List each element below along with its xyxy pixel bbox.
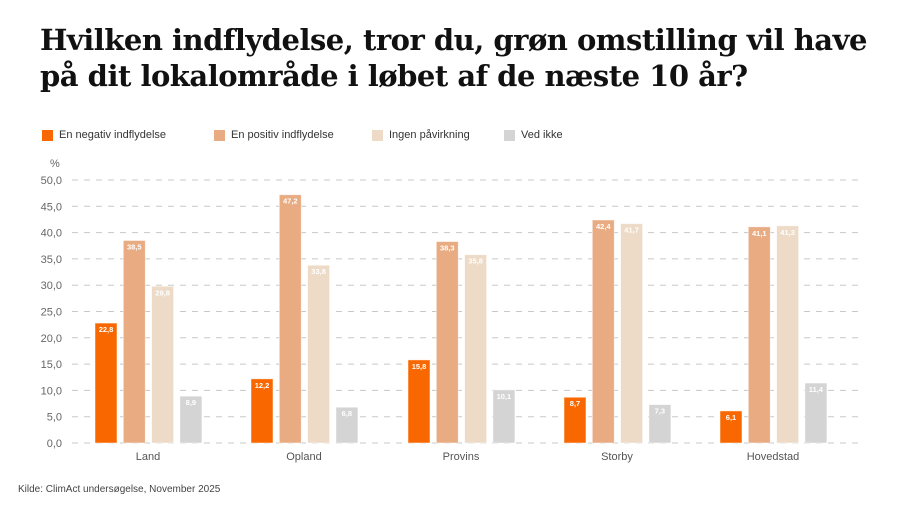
bar: [407, 359, 431, 444]
y-tick-label: 50,0: [41, 175, 62, 187]
legend-item-ved-ikke: Ved ikke: [504, 129, 563, 141]
y-tick-label: 25,0: [41, 307, 62, 319]
bar: [747, 226, 771, 444]
bar: [435, 241, 459, 444]
data-label: 29,8: [155, 288, 170, 297]
y-tick-label: 20,0: [41, 333, 62, 345]
data-label: 7,3: [655, 407, 665, 416]
bar: [563, 396, 587, 444]
chart-title: Hvilken indflydelse, tror du, grøn omsti…: [40, 22, 867, 94]
x-category-label: Storby: [601, 451, 633, 463]
legend-label: Ingen påvirkning: [389, 129, 470, 141]
bar: [620, 223, 643, 444]
source-note: Kilde: ClimAct undersøgelse, November 20…: [18, 484, 221, 495]
data-label: 35,8: [468, 257, 483, 266]
data-label: 41,3: [780, 228, 795, 237]
y-tick-label: 0,0: [47, 438, 62, 450]
title-line-1: Hvilken indflydelse, tror du, grøn omsti…: [40, 23, 867, 57]
bar: [250, 378, 274, 444]
data-label: 10,1: [497, 392, 512, 401]
data-label: 47,2: [283, 197, 298, 206]
y-axis-unit: %: [50, 158, 60, 170]
data-label: 41,7: [624, 226, 639, 235]
legend-item-negativ: En negativ indflydelse: [42, 129, 214, 141]
legend-item-ingen: Ingen påvirkning: [372, 129, 504, 141]
y-tick-label: 10,0: [41, 385, 62, 397]
legend-item-positiv: En positiv indflydelse: [214, 129, 372, 141]
bar: [719, 410, 743, 444]
bar: [278, 194, 302, 444]
bar: [648, 404, 672, 444]
x-category-label: Land: [136, 451, 160, 463]
bar: [122, 240, 146, 444]
data-label: 12,2: [255, 381, 270, 390]
bar: [776, 225, 799, 444]
legend: En negativ indflydelse En positiv indfly…: [42, 129, 563, 141]
legend-swatch: [214, 129, 225, 141]
legend-swatch: [42, 129, 53, 141]
data-label: 8,9: [186, 398, 196, 407]
bar: [151, 285, 175, 444]
data-label: 42,4: [596, 222, 611, 231]
legend-label: En negativ indflydelse: [59, 129, 167, 141]
bar: [94, 322, 118, 444]
legend-swatch: [504, 129, 515, 141]
data-label: 38,3: [440, 244, 455, 253]
bar: [591, 219, 615, 444]
legend-swatch: [372, 129, 383, 141]
data-label: 41,1: [752, 229, 767, 238]
x-category-label: Hovedstad: [747, 451, 800, 463]
data-label: 15,8: [412, 362, 427, 371]
bar: [464, 254, 488, 444]
data-label: 38,5: [127, 242, 142, 251]
legend-label: Ved ikke: [521, 129, 563, 141]
y-tick-label: 15,0: [41, 359, 62, 371]
y-tick-label: 30,0: [41, 280, 62, 292]
bar: [179, 395, 203, 444]
data-label: 6,8: [342, 409, 352, 418]
y-tick-label: 5,0: [47, 412, 62, 424]
data-label: 8,7: [570, 399, 580, 408]
bar: [335, 406, 359, 444]
x-category-label: Provins: [443, 451, 480, 463]
y-tick-label: 45,0: [41, 201, 62, 213]
data-label: 11,4: [809, 385, 824, 394]
bar: [804, 382, 828, 444]
data-label: 6,1: [726, 413, 736, 422]
data-label: 22,8: [99, 325, 114, 334]
y-tick-label: 35,0: [41, 254, 62, 266]
legend-label: En positiv indflydelse: [231, 129, 334, 141]
title-line-2: på dit lokalområde i løbet af de næste 1…: [40, 59, 748, 93]
data-label: 33,8: [311, 267, 326, 276]
y-tick-label: 40,0: [41, 228, 62, 240]
bar: [307, 264, 331, 444]
bar: [492, 389, 516, 444]
x-category-label: Opland: [286, 451, 321, 463]
